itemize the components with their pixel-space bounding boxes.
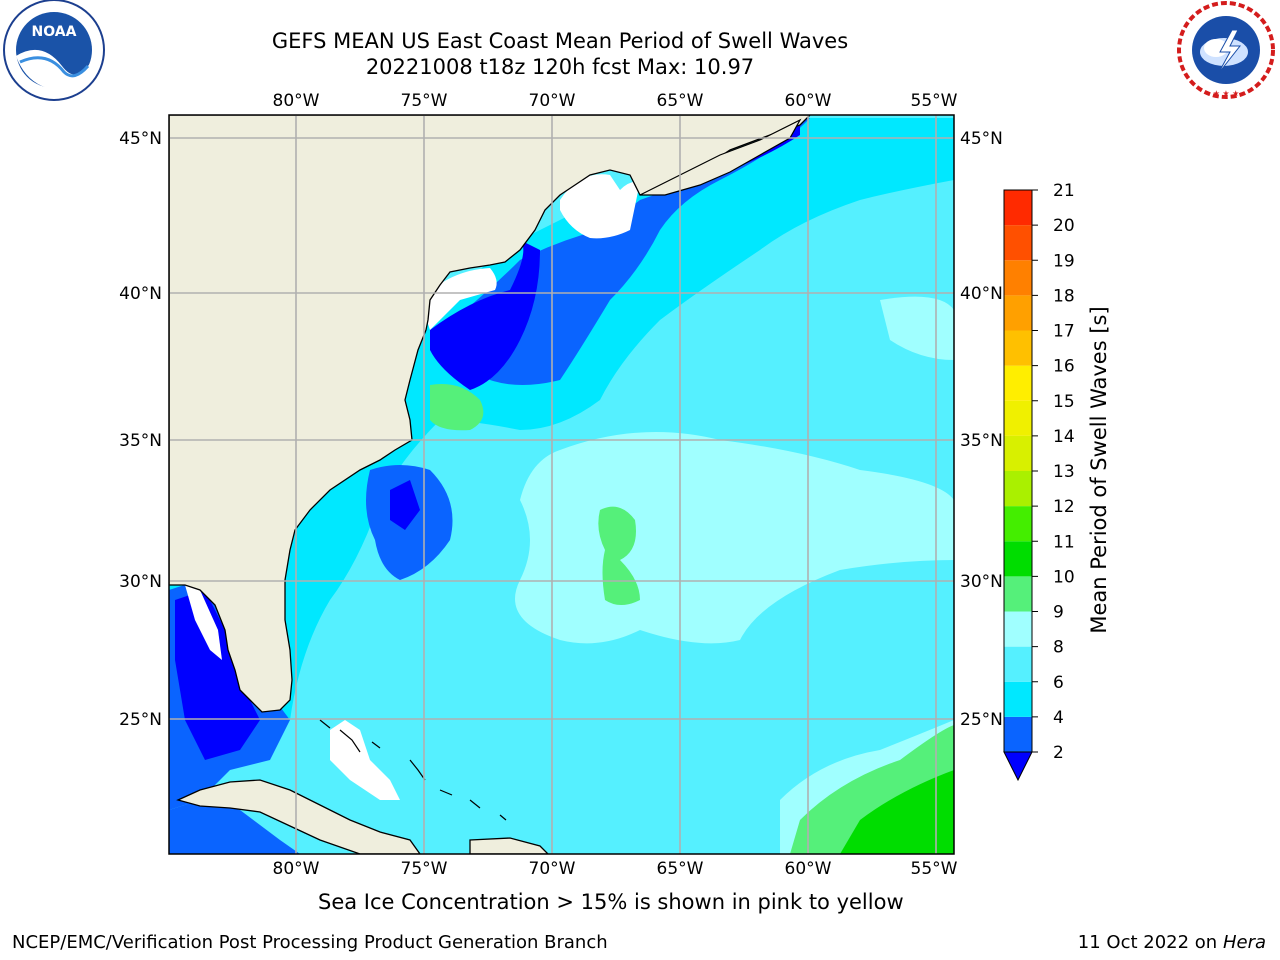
colorbar-underflow-triangle bbox=[1003, 751, 1033, 782]
lon-label-bottom: 70°W bbox=[529, 859, 576, 879]
colorbar-tick-label: 12 bbox=[1053, 497, 1075, 517]
colorbar-tick-label: 8 bbox=[1053, 638, 1064, 658]
lon-label-bottom: 80°W bbox=[273, 859, 320, 879]
colorbar-tick-label: 14 bbox=[1053, 427, 1075, 447]
lon-label-top: 80°W bbox=[273, 91, 320, 111]
colorbar-segment bbox=[1004, 611, 1032, 647]
contour-2-4s-caribbean bbox=[169, 800, 300, 854]
lat-label-left: 40°N bbox=[119, 284, 162, 304]
footer-machine: Hera bbox=[1222, 932, 1266, 953]
colorbar-segment bbox=[1004, 260, 1032, 296]
lat-label-left: 45°N bbox=[119, 129, 162, 149]
sea-ice-caption: Sea Ice Concentration > 15% is shown in … bbox=[318, 890, 904, 914]
footer-date-text: 11 Oct 2022 on bbox=[1077, 932, 1223, 953]
colorbar-tick-label: 16 bbox=[1053, 357, 1075, 377]
colorbar-segment bbox=[1004, 646, 1032, 682]
svg-text:NOAA: NOAA bbox=[32, 24, 77, 40]
contour-under-2s-nj bbox=[430, 240, 540, 390]
colorbar-segment bbox=[1004, 400, 1032, 436]
colorbar-tick-label: 13 bbox=[1053, 462, 1075, 482]
lat-label-right: 40°N bbox=[960, 284, 1003, 304]
colorbar-tick-label: 4 bbox=[1053, 708, 1064, 728]
colorbar-segment bbox=[1004, 225, 1032, 261]
colorbar-segment bbox=[1004, 471, 1032, 507]
title-line-1: GEFS MEAN US East Coast Mean Period of S… bbox=[271, 29, 849, 53]
colorbar-tick-label: 15 bbox=[1053, 392, 1075, 412]
colorbar-tick-label: 18 bbox=[1053, 286, 1075, 306]
contour-under-2s-gulf bbox=[175, 590, 260, 760]
lon-label-top: 70°W bbox=[529, 91, 576, 111]
mask-gulf-of-maine bbox=[560, 174, 640, 239]
lat-label-left: 35°N bbox=[119, 431, 162, 451]
footer-branch: NCEP/EMC/Verification Post Processing Pr… bbox=[12, 932, 608, 953]
colorbar-label: Mean Period of Swell Waves [s] bbox=[1087, 306, 1111, 633]
colorbar-tick-label: 11 bbox=[1053, 532, 1075, 552]
contour-under-2s-sc bbox=[390, 480, 420, 530]
colorbar-segment bbox=[1004, 541, 1032, 577]
nws-logo: ★ ★ ★ bbox=[1176, 0, 1276, 100]
lon-label-top: 60°W bbox=[785, 91, 832, 111]
colorbar-tick-label: 21 bbox=[1053, 181, 1075, 201]
lat-label-left: 30°N bbox=[119, 572, 162, 592]
mask-bahamas bbox=[330, 720, 400, 800]
lon-label-top: 55°W bbox=[911, 91, 958, 111]
land-north-america bbox=[169, 115, 811, 713]
colorbar: 2 4 6 8 9 10 11 12 13 14 15 16 17 18 19 20 21 bbox=[1003, 181, 1075, 782]
colorbar-segment bbox=[1004, 295, 1032, 331]
colorbar-tick-label: 10 bbox=[1053, 567, 1075, 587]
mask-florida-bay bbox=[185, 585, 222, 660]
footer-date: 11 Oct 2022 on Hera bbox=[1078, 932, 1266, 953]
lon-label-bottom: 65°W bbox=[657, 859, 704, 879]
colorbar-tick-label: 2 bbox=[1053, 743, 1064, 763]
land-hispaniola bbox=[469, 837, 549, 854]
contour-10-11s-southeast bbox=[840, 770, 954, 854]
lat-label-left: 25°N bbox=[119, 710, 162, 730]
lat-label-right: 30°N bbox=[960, 572, 1003, 592]
colorbar-segment bbox=[1004, 716, 1032, 752]
colorbar-segment bbox=[1004, 681, 1032, 717]
lon-label-bottom: 60°W bbox=[785, 859, 832, 879]
colorbar-tick-label: 17 bbox=[1053, 322, 1075, 342]
colorbar-tick-label: 9 bbox=[1053, 603, 1064, 623]
lat-label-right: 45°N bbox=[960, 129, 1003, 149]
colorbar-tick-label: 20 bbox=[1053, 216, 1075, 236]
colorbar-segment bbox=[1004, 506, 1032, 542]
title-line-2: 20221008 t18z 120h fcst Max: 10.97 bbox=[365, 55, 755, 79]
colorbar-segment bbox=[1004, 365, 1032, 401]
colorbar-tick-label: 6 bbox=[1053, 673, 1064, 693]
land-cuba bbox=[176, 779, 421, 854]
contour-9-10s-hatteras bbox=[430, 384, 484, 431]
colorbar-segment bbox=[1004, 330, 1032, 366]
contour-2-4s-north bbox=[440, 118, 810, 385]
graticule bbox=[169, 115, 954, 854]
svg-text:★ ★ ★: ★ ★ ★ bbox=[1213, 89, 1240, 98]
mask-ny-bight bbox=[420, 268, 497, 330]
lat-label-right: 35°N bbox=[960, 431, 1003, 451]
lon-label-top: 75°W bbox=[401, 91, 448, 111]
map-frame bbox=[168, 114, 955, 855]
lon-label-bottom: 55°W bbox=[911, 859, 958, 879]
lon-label-top: 65°W bbox=[657, 91, 704, 111]
colorbar-segment bbox=[1004, 435, 1032, 471]
colorbar-segment bbox=[1004, 190, 1032, 226]
noaa-logo: NOAA bbox=[3, 0, 105, 101]
coast-bahamas bbox=[319, 719, 507, 821]
lat-label-right: 25°N bbox=[960, 710, 1003, 730]
colorbar-tick-label: 19 bbox=[1053, 251, 1075, 271]
lon-label-bottom: 75°W bbox=[401, 859, 448, 879]
colorbar-segment bbox=[1004, 576, 1032, 612]
